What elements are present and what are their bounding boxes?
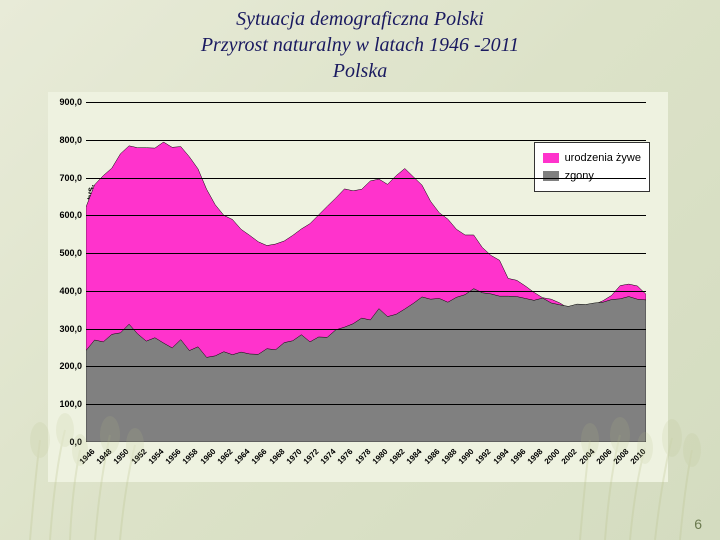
x-tick-label: 1962 (215, 447, 234, 466)
x-tick-label: 1974 (319, 447, 338, 466)
x-tick-label: 1996 (508, 447, 527, 466)
x-tick-label: 1994 (491, 447, 510, 466)
x-tick-label: 1978 (353, 447, 372, 466)
title-line-2: Przyrost naturalny w latach 1946 -2011 (0, 32, 720, 58)
x-tick-label: 1966 (250, 447, 269, 466)
legend-label-deaths: zgony (565, 170, 594, 182)
y-tick-label: 700,0 (48, 173, 82, 183)
wheat-decoration-right (550, 400, 710, 540)
gridline (86, 102, 646, 103)
legend-label-births: urodzenia żywe (565, 152, 641, 164)
gridline (86, 178, 646, 179)
legend-swatch-deaths (543, 171, 559, 181)
x-tick-label: 1980 (371, 447, 390, 466)
gridline (86, 140, 646, 141)
y-tick-label: 300,0 (48, 324, 82, 334)
x-tick-label: 1964 (233, 447, 252, 466)
x-tick-label: 1958 (181, 447, 200, 466)
x-tick-label: 1992 (474, 447, 493, 466)
x-tick-label: 1998 (526, 447, 545, 466)
x-tick-label: 1960 (198, 447, 217, 466)
x-tick-label: 1970 (284, 447, 303, 466)
y-tick-label: 400,0 (48, 286, 82, 296)
y-tick-label: 500,0 (48, 248, 82, 258)
title-line-1: Sytuacja demograficzna Polski (0, 6, 720, 32)
x-tick-label: 1972 (302, 447, 321, 466)
wheat-decoration-left (10, 400, 170, 540)
legend-item-deaths: zgony (543, 167, 641, 185)
y-tick-label: 200,0 (48, 361, 82, 371)
gridline (86, 366, 646, 367)
y-tick-label: 800,0 (48, 135, 82, 145)
x-tick-label: 1986 (422, 447, 441, 466)
title-line-3: Polska (0, 58, 720, 84)
y-tick-label: 900,0 (48, 97, 82, 107)
y-tick-label: 600,0 (48, 210, 82, 220)
x-tick-label: 1976 (336, 447, 355, 466)
x-tick-label: 1968 (267, 447, 286, 466)
gridline (86, 253, 646, 254)
legend-item-births: urodzenia żywe (543, 149, 641, 167)
x-tick-label: 1990 (457, 447, 476, 466)
legend: urodzenia żywe zgony (534, 142, 650, 192)
gridline (86, 215, 646, 216)
x-tick-label: 1988 (439, 447, 458, 466)
x-tick-label: 1982 (388, 447, 407, 466)
chart-title-block: Sytuacja demograficzna Polski Przyrost n… (0, 0, 720, 84)
gridline (86, 329, 646, 330)
gridline (86, 291, 646, 292)
x-tick-label: 1984 (405, 447, 424, 466)
legend-swatch-births (543, 153, 559, 163)
